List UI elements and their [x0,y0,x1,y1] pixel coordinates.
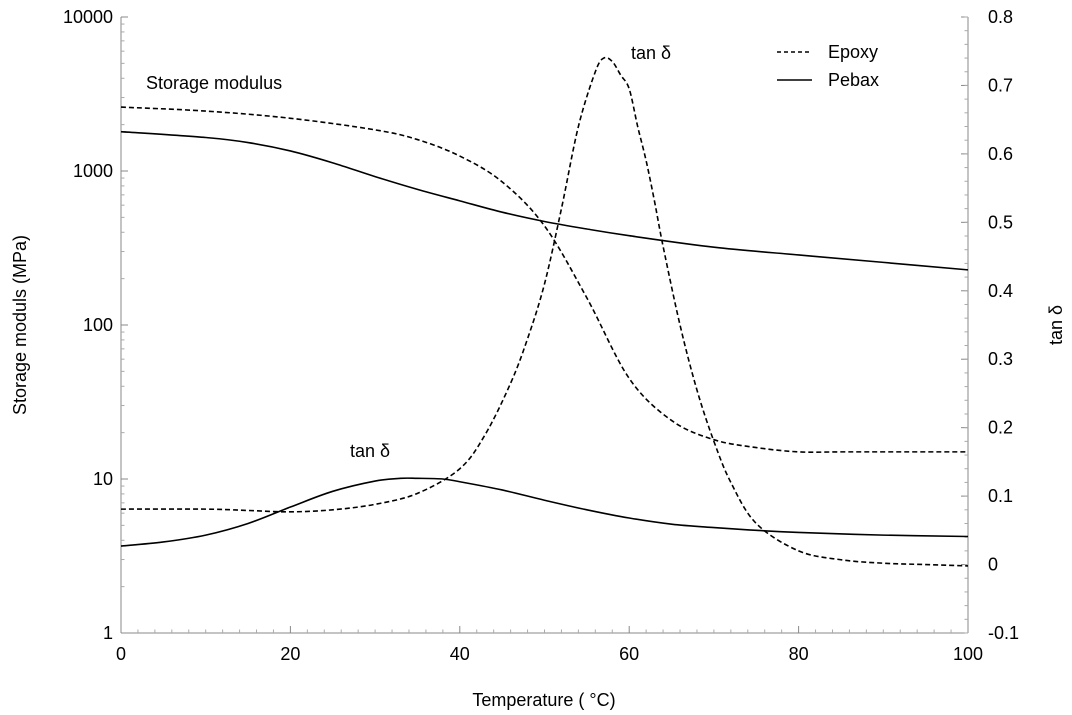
y-right-tick-label: 0.1 [988,486,1013,506]
x-tick-label: 40 [450,644,470,664]
y-right-tick-label: 0.4 [988,281,1013,301]
tick-marks [120,16,969,634]
y-left-tick-label: 1 [103,623,113,643]
series-line-pebax-tan-delta [120,477,969,547]
y-left-tick-label: 10 [93,469,113,489]
x-tick-label: 100 [953,644,983,664]
annotation-tan-delta-pebax: tan δ [350,441,390,461]
y-axis-right-title: tan δ [1046,305,1066,345]
y-right-tick-label: 0.3 [988,349,1013,369]
x-tick-label: 60 [619,644,639,664]
y-left-tick-label: 10000 [63,7,113,27]
annotation-storage-modulus: Storage modulus [146,73,282,93]
y-left-tick-label: 1000 [73,161,113,181]
y-right-tick-label: 0 [988,555,998,575]
legend-label-pebax: Pebax [828,70,879,90]
x-tick-label: 20 [280,644,300,664]
x-tick-label: 80 [789,644,809,664]
axes [120,17,969,634]
legend: Epoxy Pebax [777,42,879,90]
x-axis-title: Temperature ( °C) [472,690,615,710]
x-tick-label: 0 [116,644,126,664]
series-line-pebax-storage-modulus [120,130,969,271]
y-right-tick-label: 0.7 [988,75,1013,95]
y-right-tick-label: 0.8 [988,7,1013,27]
series-lines [120,56,969,567]
series-line-epoxy-storage-modulus [120,106,968,453]
y-right-tick-label: 0.6 [988,144,1013,164]
y-right-tick-label: -0.1 [988,623,1019,643]
tick-labels: 0 20 40 60 80 100 1 10 100 1000 10000 -0.1 0 0.1 0.2 0.… [63,7,1019,664]
y-axis-left-title: Storage moduls (MPa) [10,235,30,415]
legend-label-epoxy: Epoxy [828,42,878,62]
y-right-tick-label: 0.5 [988,212,1013,232]
y-left-tick-label: 100 [83,315,113,335]
series-line-epoxy-tan-delta [120,56,969,567]
y-right-tick-label: 0.2 [988,418,1013,438]
annotation-tan-delta-epoxy: tan δ [631,43,671,63]
